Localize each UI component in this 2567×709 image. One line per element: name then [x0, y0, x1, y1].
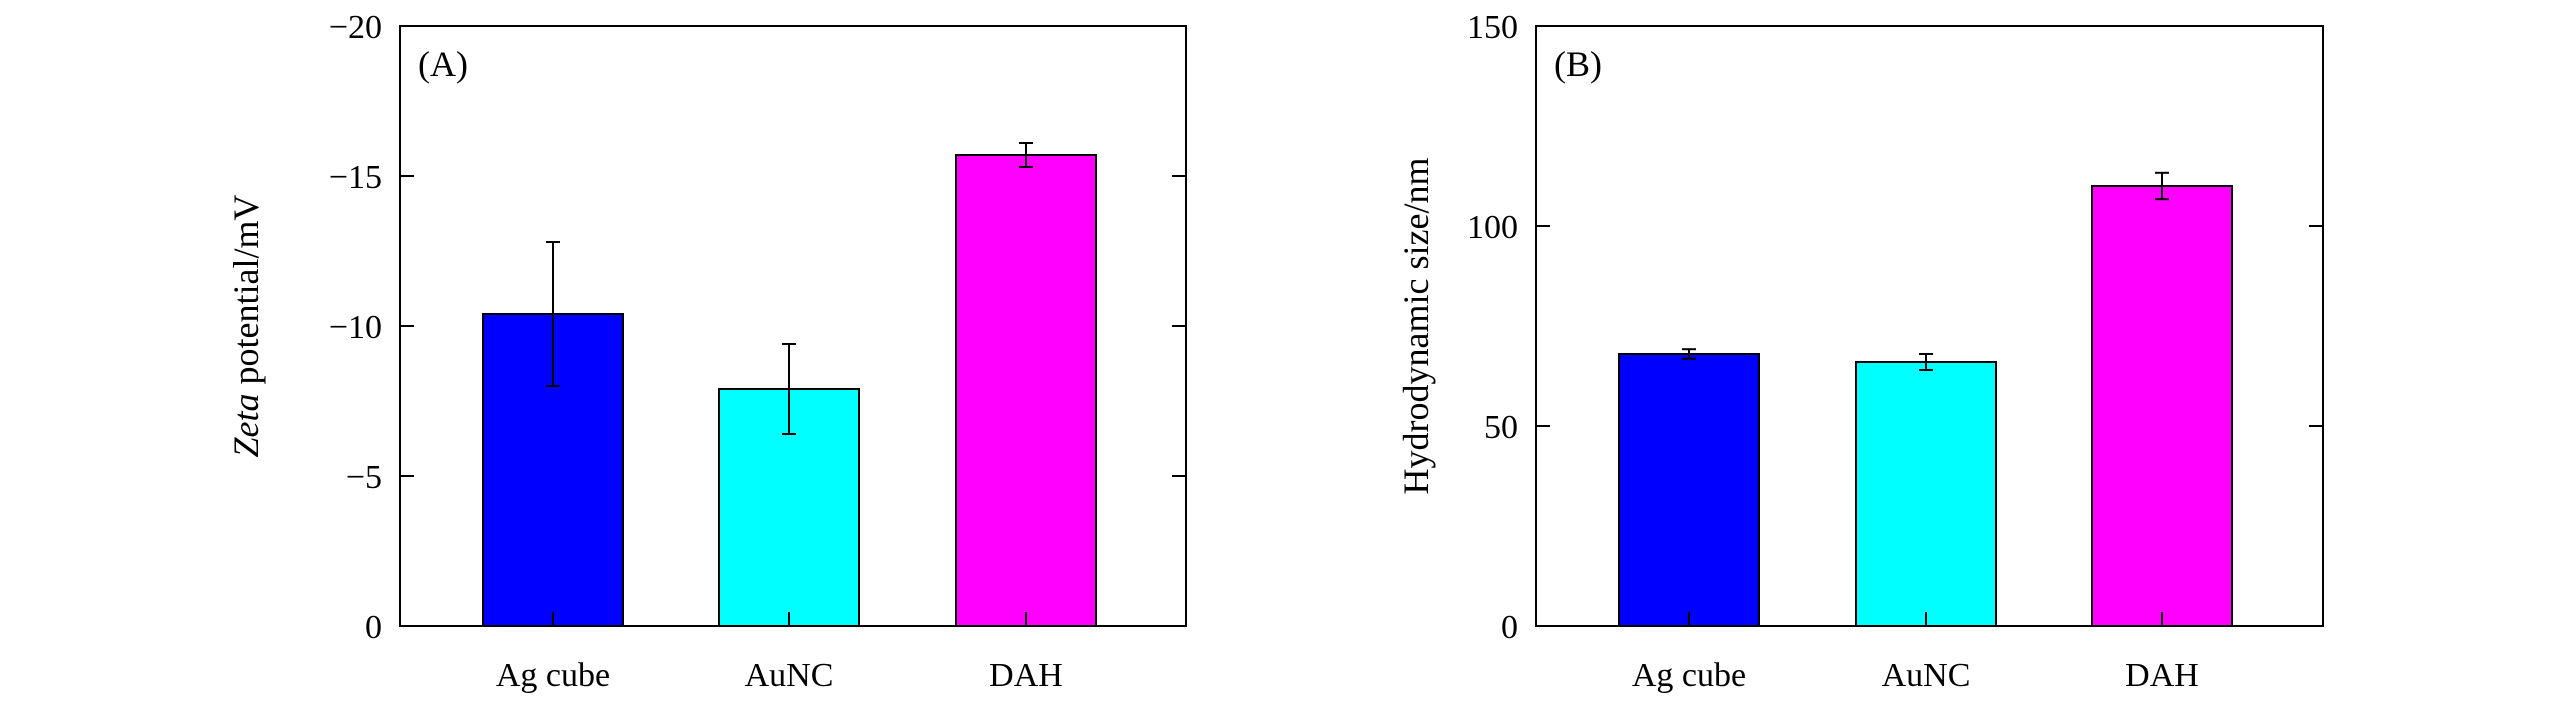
panel-b-bar-dah: [2091, 185, 2233, 627]
panel-b-errorbar-aunc: [1919, 353, 1933, 371]
panel-b-bar-aunc: [1855, 361, 1997, 627]
panel-a-errorbar-dah: [1019, 142, 1033, 168]
panel-a-ytick-label: −5: [346, 459, 382, 496]
panel-a-errorbar-aunc: [782, 343, 796, 435]
panel-b-plot-frame: [1535, 25, 2324, 627]
panel-b-errorbar-ag-cube: [1682, 348, 1696, 360]
panel-a-ytick-label: −10: [329, 309, 382, 346]
panel-a-category-label: AuNC: [745, 657, 834, 694]
panel-b-category-label: Ag cube: [1632, 657, 1746, 694]
panel-a-ytick-label: −20: [329, 9, 382, 46]
panel-b-bar-ag-cube: [1618, 353, 1760, 627]
panel-a-ylabel-italic: Zeta: [226, 393, 266, 457]
panel-a-errorbar-ag-cube: [546, 241, 560, 387]
panel-b-panel-label: (B): [1554, 44, 1602, 84]
panel-a-chart: Ag cube AuNC DAH 0 −5 −10 −15 −20 (A) Zeta potent…: [226, 9, 1187, 694]
panel-b-ylabel: Hydrodynamic size/nm: [1396, 158, 1436, 495]
panel-b-ytick-label: 0: [1501, 609, 1518, 646]
panel-a-ytick-label: −15: [329, 159, 382, 196]
panel-a-category-label: DAH: [989, 657, 1063, 694]
panel-b-category-label: DAH: [2125, 657, 2199, 694]
panel-a-ytick-label: 0: [365, 609, 382, 646]
panel-b-category-label: AuNC: [1882, 657, 1971, 694]
panel-a-category-label: Ag cube: [496, 657, 610, 694]
panel-b-errorbar-dah: [2155, 171, 2169, 201]
panel-b-ytick-label: 100: [1467, 209, 1518, 246]
panel-a-panel-label: (A): [418, 44, 468, 84]
panel-b-ytick-label: 150: [1467, 9, 1518, 46]
panel-a-ylabel: Zeta potential/mV: [226, 195, 266, 458]
panel-b-chart: Ag cube AuNC DAH 0 50 100 150 (B) Hydrodynamic s…: [1396, 9, 2324, 694]
panel-a-ylabel-rest: potential/mV: [226, 195, 266, 394]
panel-a-bar-dah: [955, 154, 1097, 627]
panel-b-ytick-label: 50: [1484, 409, 1518, 446]
